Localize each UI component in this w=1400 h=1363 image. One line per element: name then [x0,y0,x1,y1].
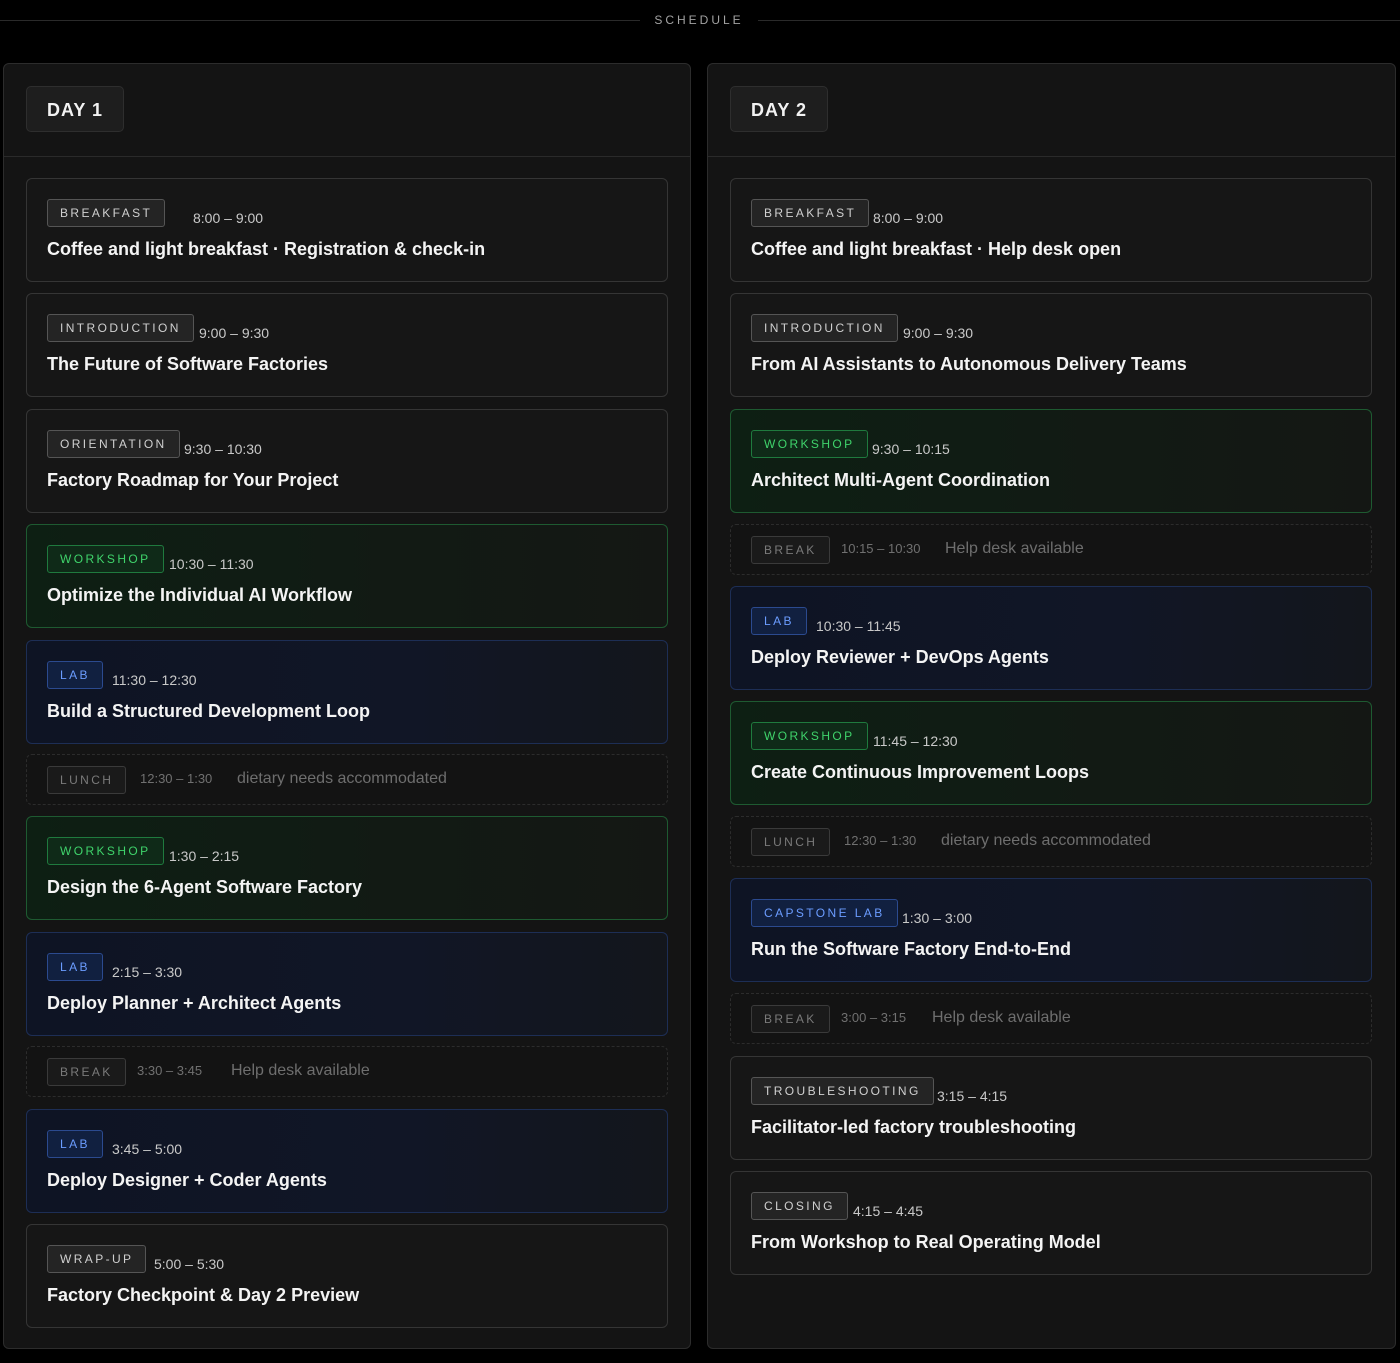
day-1-header: DAY 1 [4,64,690,157]
session-title: Factory Checkpoint & Day 2 Preview [47,1285,360,1305]
session-title: The Future of Software Factories [47,354,329,374]
session-card[interactable]: LAB 10:30 – 11:45 Deploy Reviewer + DevO… [730,586,1372,690]
session-tag: LAB [47,1130,103,1158]
session-time: 3:15 – 4:15 [937,1088,1008,1104]
session-card[interactable]: BREAKFAST 8:00 – 9:00 Coffee and light b… [730,178,1372,282]
session-title: Design the 6-Agent Software Factory [47,877,363,897]
session-title: Optimize the Individual AI Workflow [47,585,353,605]
break-tag: LUNCH [47,766,127,794]
session-card[interactable]: INTRODUCTION 9:00 – 9:30 From AI Assista… [730,293,1372,397]
break-tag: BREAK [751,1005,830,1033]
session-title: Facilitator-led factory troubleshooting [751,1117,1077,1137]
schedule-title: SCHEDULE [654,13,744,27]
header-divider-left [0,20,640,21]
session-card[interactable]: ORIENTATION 9:30 – 10:30 Factory Roadmap… [26,409,668,513]
session-time: 8:00 – 9:00 [873,210,944,226]
session-time: 11:45 – 12:30 [873,733,958,749]
session-tag: LAB [751,607,807,635]
session-time: 2:15 – 3:30 [112,964,183,980]
break-time: 3:00 – 3:15 [841,1010,907,1025]
session-tag: BREAKFAST [751,199,870,227]
session-tag: WORKSHOP [751,430,868,458]
session-title: Coffee and light breakfast · Help desk o… [751,239,1122,259]
session-tag: WRAP-UP [47,1245,147,1273]
break-note: Help desk available [945,540,1084,557]
session-time: 10:30 – 11:30 [169,556,254,572]
session-tag: WORKSHOP [751,722,868,750]
session-card[interactable]: TROUBLESHOOTING 3:15 – 4:15 Facilitator-… [730,1056,1372,1160]
session-tag: ORIENTATION [47,430,180,458]
session-time: 9:00 – 9:30 [199,325,270,341]
break-tag: BREAK [751,536,830,564]
break-card: LUNCH 12:30 – 1:30 dietary needs accommo… [730,816,1372,867]
session-card[interactable]: LAB 2:15 – 3:30 Deploy Planner + Archite… [26,932,668,1036]
break-time: 12:30 – 1:30 [844,833,917,848]
break-time: 12:30 – 1:30 [140,771,213,786]
schedule-header: SCHEDULE [0,0,1400,42]
session-time: 1:30 – 3:00 [902,910,973,926]
break-card: BREAK 10:15 – 10:30 Help desk available [730,524,1372,575]
session-time: 9:00 – 9:30 [903,325,974,341]
session-time: 1:30 – 2:15 [169,848,240,864]
session-time: 10:30 – 11:45 [816,618,901,634]
session-tag: LAB [47,953,103,981]
day-2-panel: DAY 2 BREAKFAST 8:00 – 9:00 Coffee and l… [707,63,1396,1349]
break-note: Help desk available [932,1009,1071,1026]
session-tag: CAPSTONE LAB [751,899,898,927]
session-card[interactable]: INTRODUCTION 9:00 – 9:30 The Future of S… [26,293,668,397]
break-time: 3:30 – 3:45 [137,1063,203,1078]
break-note: dietary needs accommodated [941,832,1151,849]
day-2-header: DAY 2 [708,64,1395,157]
session-card[interactable]: LAB 3:45 – 5:00 Deploy Designer + Coder … [26,1109,668,1213]
session-time: 9:30 – 10:15 [872,441,950,457]
session-title: Deploy Designer + Coder Agents [47,1170,327,1190]
session-title: Architect Multi-Agent Coordination [751,470,1050,490]
break-tag: LUNCH [751,828,831,856]
session-tag: INTRODUCTION [47,314,194,342]
session-card[interactable]: CLOSING 4:15 – 4:45 From Workshop to Rea… [730,1171,1372,1275]
session-title: Factory Roadmap for Your Project [47,470,339,490]
session-tag: TROUBLESHOOTING [751,1077,934,1105]
break-note: Help desk available [231,1062,370,1079]
session-tag: INTRODUCTION [751,314,898,342]
session-title: From Workshop to Real Operating Model [751,1232,1101,1252]
session-title: Coffee and light breakfast · Registratio… [47,239,486,259]
session-card[interactable]: CAPSTONE LAB 1:30 – 3:00 Run the Softwar… [730,878,1372,982]
session-tag: LAB [47,661,103,689]
header-divider-right [758,20,1400,21]
day-1-label: DAY 1 [26,86,125,132]
session-title: Deploy Planner + Architect Agents [47,993,342,1013]
break-note: dietary needs accommodated [237,770,447,787]
session-tag: WORKSHOP [47,837,164,865]
session-tag: BREAKFAST [47,199,166,227]
session-time: 9:30 – 10:30 [184,441,262,457]
session-card[interactable]: WORKSHOP 1:30 – 2:15 Design the 6-Agent … [26,816,668,920]
session-title: Build a Structured Development Loop [47,701,371,721]
session-tag: WORKSHOP [47,545,164,573]
session-title: Deploy Reviewer + DevOps Agents [751,647,1049,667]
break-time: 10:15 – 10:30 [841,541,921,556]
session-tag: CLOSING [751,1192,848,1220]
session-card[interactable]: WRAP-UP 5:00 – 5:30 Factory Checkpoint &… [26,1224,668,1328]
session-title: From AI Assistants to Autonomous Deliver… [751,354,1187,374]
session-card[interactable]: BREAKFAST 8:00 – 9:00 Coffee and light b… [26,178,668,282]
session-title: Run the Software Factory End-to-End [751,939,1072,959]
break-card: LUNCH 12:30 – 1:30 dietary needs accommo… [26,754,668,805]
break-card: BREAK 3:30 – 3:45 Help desk available [26,1046,668,1097]
day-2-label: DAY 2 [730,86,829,132]
break-tag: BREAK [47,1058,126,1086]
session-time: 5:00 – 5:30 [154,1256,225,1272]
session-card[interactable]: LAB 11:30 – 12:30 Build a Structured Dev… [26,640,668,744]
session-card[interactable]: WORKSHOP 10:30 – 11:30 Optimize the Indi… [26,524,668,628]
session-card[interactable]: WORKSHOP 9:30 – 10:15 Architect Multi-Ag… [730,409,1372,513]
day-1-panel: DAY 1 BREAKFAST 8:00 – 9:00 Coffee and l… [3,63,691,1349]
session-card[interactable]: WORKSHOP 11:45 – 12:30 Create Continuous… [730,701,1372,805]
break-card: BREAK 3:00 – 3:15 Help desk available [730,993,1372,1044]
session-time: 3:45 – 5:00 [112,1141,183,1157]
session-time: 11:30 – 12:30 [112,672,197,688]
session-time: 4:15 – 4:45 [853,1203,924,1219]
session-title: Create Continuous Improvement Loops [751,762,1090,782]
session-time: 8:00 – 9:00 [193,210,264,226]
